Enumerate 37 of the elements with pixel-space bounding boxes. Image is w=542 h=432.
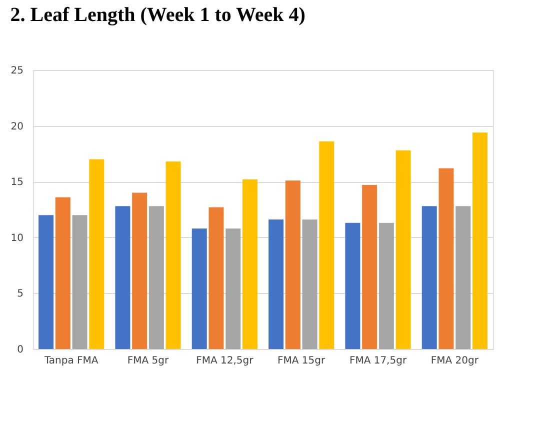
y-tick-label: 0 — [17, 344, 24, 356]
bar — [242, 179, 258, 349]
bar — [319, 141, 334, 349]
y-tick-label: 5 — [17, 288, 24, 300]
bar — [285, 180, 300, 349]
bar — [132, 192, 148, 349]
bar — [345, 222, 360, 349]
x-tick-label: FMA 15gr — [278, 356, 326, 366]
bar — [72, 215, 88, 349]
bar — [362, 184, 378, 349]
y-tick-label: 10 — [10, 232, 24, 244]
bar — [302, 220, 318, 349]
x-tick-label: FMA 17,5gr — [349, 356, 408, 366]
bar — [226, 228, 241, 349]
bar — [38, 215, 54, 349]
bar — [192, 228, 207, 349]
bar — [472, 132, 488, 349]
x-tick-label: Tanpa FMA — [43, 356, 98, 366]
x-tick-label: FMA 5gr — [127, 356, 170, 366]
bar — [422, 206, 437, 349]
bar — [166, 162, 181, 349]
bar — [55, 197, 70, 349]
bar — [115, 206, 130, 349]
x-tick-label: FMA 20gr — [430, 356, 480, 366]
bar — [208, 207, 224, 349]
bar — [438, 168, 454, 349]
bar — [378, 222, 394, 349]
y-tick-label: 15 — [10, 177, 24, 188]
y-tick-label: 25 — [10, 66, 24, 76]
bar — [396, 150, 411, 349]
y-tick-label: 20 — [10, 121, 24, 132]
bar — [89, 159, 104, 349]
x-tick-label: FMA 12,5gr — [196, 356, 254, 366]
bar — [268, 220, 284, 349]
bar — [148, 206, 164, 349]
bar — [456, 206, 471, 349]
chart-title: 2. Leaf Length (Week 1 to Week 4) — [10, 4, 306, 26]
